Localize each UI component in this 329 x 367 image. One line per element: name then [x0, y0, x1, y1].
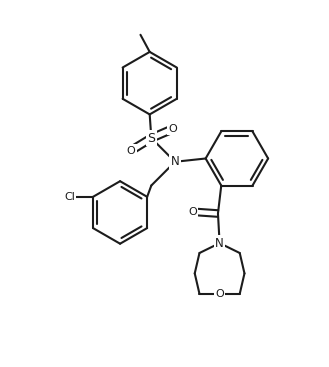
- Text: O: O: [127, 146, 135, 156]
- Text: O: O: [168, 124, 177, 134]
- Text: Cl: Cl: [64, 192, 75, 202]
- Text: O: O: [188, 207, 197, 217]
- Text: N: N: [171, 155, 179, 168]
- Text: S: S: [147, 132, 155, 145]
- Text: O: O: [215, 289, 224, 299]
- Text: N: N: [215, 237, 224, 250]
